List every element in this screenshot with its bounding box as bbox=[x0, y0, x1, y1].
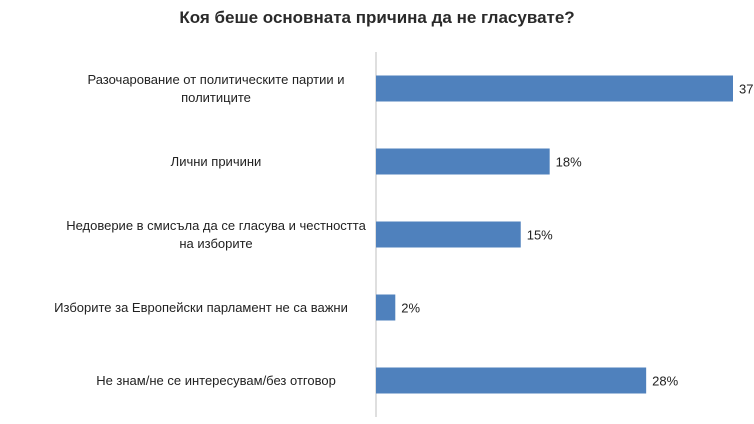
value-label-2: 15% bbox=[527, 228, 553, 243]
bar-1 bbox=[376, 148, 550, 175]
category-label-4: Не знам/не се интересувам/без отговор bbox=[96, 372, 336, 388]
bar-2 bbox=[376, 221, 521, 248]
category-label-3: Изборите за Европейски парламент не са в… bbox=[54, 299, 348, 315]
bar-3 bbox=[376, 294, 396, 321]
category-label-1: Лични причини bbox=[170, 153, 262, 169]
category-label-2: Недоверие в смисъла да се гласува и чест… bbox=[66, 217, 366, 251]
bar-4 bbox=[376, 367, 647, 394]
chart-title: Коя беше основната причина да не гласува… bbox=[179, 8, 575, 27]
bar-0 bbox=[376, 75, 733, 102]
value-label-4: 28% bbox=[652, 374, 678, 389]
value-label-3: 2% bbox=[401, 301, 420, 316]
category-label-0: Разочарование от политическите партии и … bbox=[87, 71, 345, 105]
value-label-0: 37% bbox=[739, 82, 754, 97]
value-label-1: 18% bbox=[556, 155, 582, 170]
